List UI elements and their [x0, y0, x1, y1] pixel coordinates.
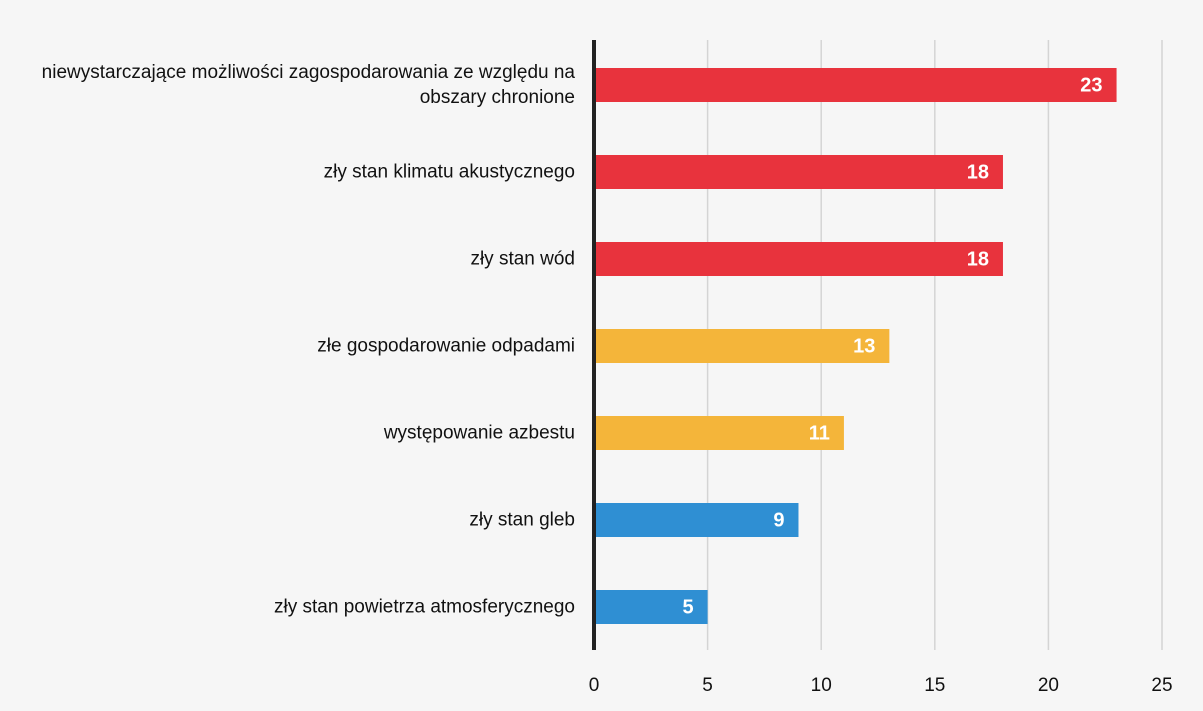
x-tick-label: 10	[811, 675, 832, 696]
bar	[594, 590, 708, 624]
category-label: występowanie azbestu	[383, 422, 575, 444]
data-label: 13	[853, 335, 875, 357]
bar	[594, 242, 1003, 276]
bar	[594, 503, 799, 537]
bar	[594, 68, 1117, 102]
category-label: zły stan wód	[470, 248, 575, 270]
data-label: 5	[682, 596, 693, 618]
data-label: 23	[1080, 74, 1102, 96]
category-label: zły stan gleb	[469, 509, 575, 531]
bar	[594, 155, 1003, 189]
x-tick-label: 5	[702, 675, 713, 696]
data-label: 9	[773, 509, 784, 531]
data-label: 18	[967, 161, 989, 183]
category-label: zły stan powietrza atmosferycznego	[274, 596, 575, 618]
category-label: zły stan klimatu akustycznego	[323, 161, 575, 183]
x-tick-label: 20	[1038, 675, 1059, 696]
category-label: niewystarczające możliwości zagospodarow…	[41, 62, 575, 108]
category-label: złe gospodarowanie odpadami	[317, 335, 575, 357]
x-tick-label: 0	[589, 675, 600, 696]
data-label: 11	[809, 422, 830, 444]
bar	[594, 329, 890, 363]
bar	[594, 416, 844, 450]
data-label: 18	[967, 248, 989, 270]
x-tick-label: 25	[1151, 675, 1172, 696]
x-tick-label: 15	[924, 675, 945, 696]
